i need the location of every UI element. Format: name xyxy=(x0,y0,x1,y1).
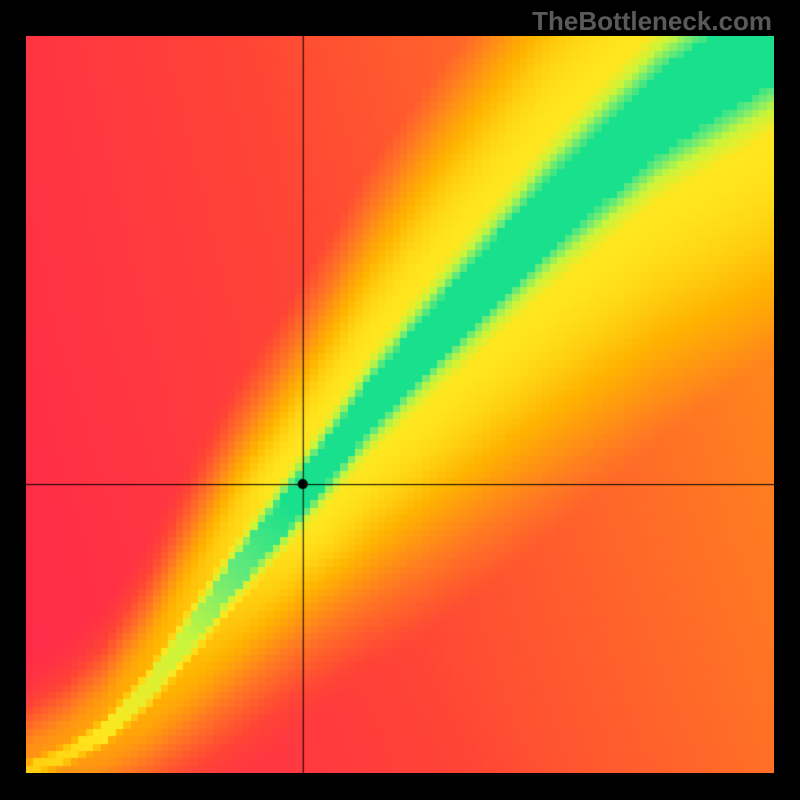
watermark-text: TheBottleneck.com xyxy=(532,6,772,37)
bottleneck-heatmap xyxy=(26,36,774,773)
chart-frame: TheBottleneck.com xyxy=(0,0,800,800)
